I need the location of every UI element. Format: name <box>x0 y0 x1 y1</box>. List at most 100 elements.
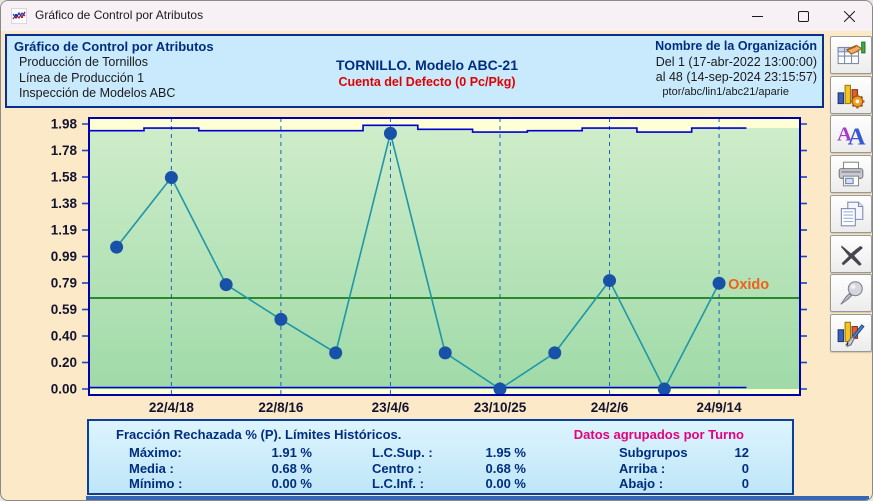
stat-label: Máximo: <box>129 445 182 460</box>
pushpin-icon <box>840 281 863 305</box>
chart-brush-icon <box>837 321 865 348</box>
x-axis-label: 23/10/25 <box>474 400 527 415</box>
chart-style-button[interactable] <box>830 313 872 352</box>
data-point[interactable] <box>110 240 124 254</box>
y-axis-label: 0.79 <box>51 276 77 291</box>
product-title: TORNILLO. Modelo ABC-21 <box>336 57 518 73</box>
in-control-zone <box>89 125 800 390</box>
printer-icon <box>838 161 864 187</box>
header-process: Producción de Tornillos <box>19 55 149 69</box>
y-axis-label: 1.98 <box>51 117 78 132</box>
x-axis-label: 23/4/6 <box>372 400 410 415</box>
x-axis-label: 24/9/14 <box>697 400 743 415</box>
stat-value: 0.00 % <box>271 476 312 491</box>
close-button[interactable] <box>826 1 872 31</box>
stat-value: 0.00 % <box>485 476 526 491</box>
stat-value: 0 <box>741 476 749 491</box>
data-point[interactable] <box>383 126 397 140</box>
header-line: Línea de Producción 1 <box>19 70 145 85</box>
stat-value: 0 <box>741 460 749 476</box>
minimize-button[interactable] <box>734 1 780 31</box>
chart-gear-icon <box>837 84 865 109</box>
x-icon <box>841 244 863 266</box>
data-series-line <box>115 133 720 391</box>
stat-value: 1.91 % <box>271 445 312 460</box>
pin-button[interactable] <box>830 274 872 313</box>
upper-control-limit-line <box>89 124 747 133</box>
data-point[interactable] <box>274 312 288 326</box>
close-icon <box>843 10 855 22</box>
svg-text:A: A <box>837 124 852 146</box>
stats-rows: Máximo: 1.91 % L.C.Sup. : 1.95 % Subgrupos 12… <box>129 445 791 492</box>
window-title: Gráfico de Control por Atributos <box>35 8 204 22</box>
maximize-button[interactable] <box>780 1 826 31</box>
data-point[interactable] <box>493 382 507 396</box>
app-chart-icon <box>11 8 27 24</box>
data-point[interactable] <box>603 274 617 288</box>
stat-value: 12 <box>734 445 749 460</box>
y-axis-label: 0.40 <box>51 329 77 344</box>
y-axis-label: 0.00 <box>51 382 77 397</box>
stat-label: L.C.Inf. : <box>372 476 424 491</box>
stat-label: Media : <box>129 460 174 476</box>
grouping-note: Datos agrupados por Turno <box>573 427 744 442</box>
y-axis-label: 1.58 <box>51 170 78 185</box>
stats-row: Media : 0.68 % Centro : 0.68 % Arriba : 0 <box>129 461 791 477</box>
defect-subtitle: Cuenta del Defecto (0 Pc/Pkg) <box>338 75 516 89</box>
header-right-block: Nombre de la Organización Del 1 (17-abr-… <box>587 38 817 99</box>
stat-label: Centro : <box>372 460 422 476</box>
range-from: Del 1 (17-abr-2022 13:00:00) <box>655 55 817 69</box>
stats-row: Mínimo : 0.00 % L.C.Inf. : 0.00 % Abajo : 0 <box>129 476 791 492</box>
fonts-icon: AA <box>837 124 866 150</box>
stat-label: Subgrupos <box>619 445 688 460</box>
header-title: Gráfico de Control por Atributos <box>14 39 214 54</box>
table-hand-icon <box>837 41 866 65</box>
range-to: al 48 (14-sep-2024 23:15:57) <box>655 70 817 84</box>
x-axis-label: 22/4/18 <box>149 400 195 415</box>
data-point[interactable] <box>329 346 343 360</box>
data-point[interactable] <box>548 346 562 360</box>
header-inspection: Inspección de Modelos ABC <box>19 86 176 100</box>
y-axis-label: 1.78 <box>51 143 78 158</box>
y-axis-label: 0.99 <box>51 249 77 264</box>
data-point[interactable] <box>438 346 452 360</box>
y-axis-label: 0.20 <box>51 355 77 370</box>
stat-value: 0.68 % <box>485 460 526 476</box>
bottom-edge-strip <box>86 496 869 500</box>
stat-label: Arriba : <box>619 460 666 476</box>
title-bar: Gráfico de Control por Atributos <box>1 1 872 31</box>
y-axis-label: 1.19 <box>51 223 77 238</box>
y-axis-label: 0.59 <box>51 302 77 317</box>
data-table-button[interactable] <box>830 36 872 74</box>
organization-name: Nombre de la Organización <box>655 39 817 53</box>
point-annotation: Oxido <box>728 277 769 293</box>
stat-value: 1.95 % <box>485 445 526 460</box>
statistics-panel: Fracción Rechazada % (P). Límites Histór… <box>87 419 794 495</box>
header-panel: Gráfico de Control por Atributos Producc… <box>5 34 824 108</box>
x-axis-label: 22/8/16 <box>258 400 304 415</box>
data-path: ptor/abc/lin1/abc21/aparie <box>662 86 789 98</box>
data-point[interactable] <box>164 171 178 185</box>
header-center-block: TORNILLO. Modelo ABC-21 Cuenta del Defec… <box>262 56 592 90</box>
stats-title: Fracción Rechazada % (P). Límites Histór… <box>116 427 402 442</box>
minimize-icon <box>751 15 763 17</box>
svg-text:A: A <box>848 124 866 149</box>
data-point[interactable] <box>219 278 233 292</box>
data-point[interactable] <box>657 382 671 396</box>
maximize-icon <box>797 10 809 22</box>
header-left-block: Gráfico de Control por Atributos Producc… <box>14 38 214 102</box>
delete-button[interactable] <box>830 234 872 273</box>
chart-settings-button[interactable] <box>830 75 872 114</box>
copy-button[interactable] <box>830 194 872 233</box>
stat-label: Abajo : <box>619 476 664 491</box>
x-axis-label: 24/2/6 <box>591 400 629 415</box>
stat-value: 0.68 % <box>271 460 312 476</box>
stat-label: L.C.Sup. : <box>372 445 433 460</box>
plot-frame <box>88 117 801 396</box>
stats-row: Máximo: 1.91 % L.C.Sup. : 1.95 % Subgrupos 12 <box>129 445 791 461</box>
print-button[interactable] <box>830 155 872 194</box>
data-point[interactable] <box>712 276 726 290</box>
